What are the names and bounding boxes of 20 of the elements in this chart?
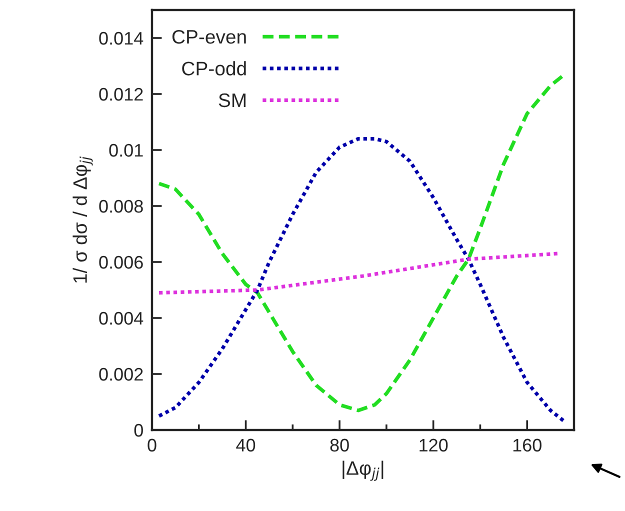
x-tick-label: 0 [148, 438, 156, 452]
y-tick-label: 0.01 [109, 144, 143, 157]
y-tick-label: 0.004 [99, 312, 144, 325]
y-tick-label: 0.012 [99, 88, 143, 101]
x-tick-label: 80 [330, 438, 349, 452]
y-tick-label: 0.006 [99, 256, 143, 269]
y-tick-label: 0 [134, 424, 143, 437]
x-tick-label: 40 [236, 438, 256, 452]
y-tick-label: 0.002 [99, 368, 143, 381]
line-series [157, 252, 560, 295]
legend-label: CP-odd [182, 61, 246, 76]
line-series [157, 136, 566, 424]
y-tick-label: 0.014 [99, 32, 144, 45]
x-tick-label: 120 [420, 438, 448, 452]
x-tick-label: 160 [513, 438, 542, 452]
y-tick-label: 0.008 [99, 200, 143, 213]
y-axis-title: 1/ σ dσ / d Δφ$_{jj}$ [72, 156, 93, 283]
legend-label: SM [218, 93, 246, 108]
legend-label: CP-even [172, 30, 246, 44]
x-axis-title: |Δφ$_{jj}$| [342, 460, 384, 481]
